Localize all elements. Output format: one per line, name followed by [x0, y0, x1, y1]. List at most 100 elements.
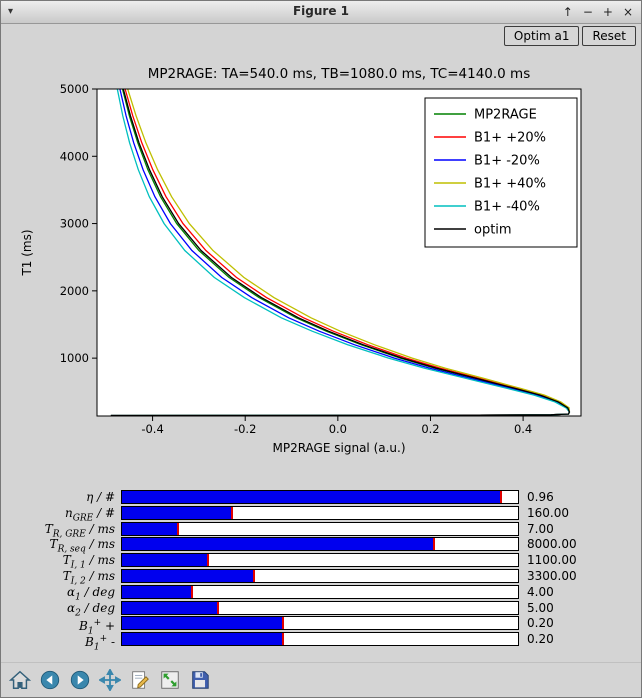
slider-label-tr-seq: TR, seq / ms: [49, 537, 115, 555]
y-tick-label: 3000: [60, 217, 89, 231]
legend: MP2RAGE B1+ +20% B1+ -20% B1+ +40% B1+ -40% o…: [424, 97, 578, 248]
figure-canvas[interactable]: -0.4 -0.2 0.0 0.2 0.4 1000 2000 3000 4000 5000 MP2…: [1, 47, 642, 467]
slider-fill: [122, 585, 194, 598]
slider-track-alpha-2[interactable]: [121, 600, 519, 615]
x-tick-label: 0.2: [421, 422, 439, 436]
home-button[interactable]: [7, 667, 33, 693]
window-title: Figure 1: [292, 4, 350, 18]
subplots-button[interactable]: [157, 667, 183, 693]
minimize-icon[interactable]: −: [582, 5, 593, 19]
slider-value-ti-2: 3300.00: [527, 568, 577, 583]
y-tick-label: 1000: [60, 351, 89, 365]
back-icon: [40, 670, 60, 690]
slider-row-eta: η / # 0.96: [1, 490, 641, 504]
slider-value-eta: 0.96: [527, 490, 554, 504]
slider-track-n-gre[interactable]: [121, 505, 519, 520]
slider-value-tr-gre: 7.00: [527, 521, 554, 536]
slider-fill: [122, 617, 285, 630]
titlebar[interactable]: ▾ Figure 1 ↑ − + ×: [1, 1, 641, 24]
slider-value-b1-minus: 0.20: [527, 632, 554, 647]
slider-row-tr-seq: TR, seq / ms 8000.00: [1, 537, 641, 555]
top-button-row: Optim a1 Reset: [503, 26, 636, 46]
slider-label-b1-minus: B1+ -: [85, 634, 115, 653]
slider-label-alpha-1: α1 / deg: [67, 584, 115, 603]
subplots-icon: [161, 671, 179, 689]
slider-initial-marker: [230, 506, 233, 519]
slider-track-ti-2[interactable]: [121, 568, 519, 583]
slider-label-eta: η / #: [86, 490, 115, 504]
slider-initial-marker: [177, 522, 180, 535]
legend-entry-label: optim: [474, 223, 512, 238]
slider-label-ti-1: TI, 1 / ms: [62, 553, 115, 571]
slider-row-alpha-1: α1 / deg 4.00: [1, 584, 641, 602]
slider-initial-marker: [282, 617, 285, 630]
save-button[interactable]: [187, 667, 213, 693]
x-tick-label: 0.0: [329, 422, 347, 436]
slider-initial-marker: [282, 633, 285, 646]
back-button[interactable]: [37, 667, 63, 693]
x-tick-label: 0.4: [514, 422, 532, 436]
slider-row-tr-gre: TR, GRE / ms 7.00: [1, 521, 641, 539]
y-tick-label: 2000: [60, 284, 89, 298]
slider-track-eta[interactable]: [121, 490, 519, 504]
pan-icon: [99, 669, 121, 691]
forward-icon: [70, 670, 90, 690]
slider-value-alpha-1: 4.00: [527, 584, 554, 599]
slider-initial-marker: [432, 538, 435, 551]
slider-initial-marker: [191, 585, 194, 598]
forward-button[interactable]: [67, 667, 93, 693]
window-menu-icon[interactable]: ▾: [8, 6, 14, 17]
axes-frame: [96, 88, 582, 417]
legend-entry-label: B1+ +40%: [474, 177, 546, 192]
home-icon: [9, 670, 31, 689]
slider-label-tr-gre: TR, GRE / ms: [44, 521, 115, 539]
x-tick-label: -0.4: [141, 422, 163, 436]
keep-above-icon[interactable]: ↑: [562, 5, 573, 19]
parameter-sliders: η / #0.96 nGRE / #160.00 TR, GRE / ms 7.00 T…: [1, 490, 641, 653]
legend-entry-label: B1+ -40%: [474, 200, 540, 215]
legend-box: [424, 97, 578, 248]
slider-label-alpha-2: α2 / deg: [67, 600, 115, 618]
slider-row-b1-minus: B1+ - 0.20: [1, 632, 641, 653]
x-axis-label: MP2RAGE signal (a.u.): [272, 441, 405, 455]
plot-title: MP2RAGE: TA=540.0 ms, TB=1080.0 ms, TC=4…: [148, 66, 531, 82]
slider-label-ti-2: TI, 2 / ms: [62, 568, 115, 587]
slider-value-n-gre: 160.00: [527, 505, 569, 520]
legend-entry-label: B1+ +20%: [474, 131, 546, 146]
edit-icon: [132, 671, 149, 689]
save-icon: [192, 671, 209, 689]
y-tick-label: 4000: [60, 149, 89, 163]
slider-row-ti-2: TI, 2 / ms 3300.00: [1, 568, 641, 586]
reset-button[interactable]: Reset: [582, 26, 636, 46]
edit-button[interactable]: [127, 667, 153, 693]
slider-fill: [122, 601, 220, 614]
optim-a1-button[interactable]: Optim a1: [503, 26, 580, 46]
slider-row-b1-plus: B1+ + 0.20: [1, 616, 641, 637]
slider-track-alpha-1[interactable]: [121, 584, 519, 599]
legend-entry-label: MP2RAGE: [474, 108, 537, 123]
slider-fill: [122, 491, 503, 503]
curve-optim: [110, 89, 571, 416]
slider-value-alpha-2: 5.00: [527, 600, 554, 615]
slider-fill: [122, 522, 180, 535]
pan-button[interactable]: [97, 667, 123, 693]
slider-label-n-gre: nGRE / #: [64, 505, 115, 524]
slider-initial-marker: [207, 554, 210, 567]
slider-track-tr-gre[interactable]: [121, 521, 519, 536]
slider-fill: [122, 538, 435, 551]
slider-value-b1-plus: 0.20: [527, 616, 554, 631]
slider-fill: [122, 506, 233, 519]
slider-track-b1-plus[interactable]: [121, 616, 519, 631]
x-tick-label: -0.2: [234, 422, 256, 436]
maximize-icon[interactable]: +: [602, 5, 613, 19]
slider-track-ti-1[interactable]: [121, 553, 519, 568]
slider-row-ti-1: TI, 1 / ms 1100.00: [1, 553, 641, 571]
legend-entry-label: B1+ -20%: [474, 154, 540, 169]
close-icon[interactable]: ×: [622, 5, 633, 19]
slider-track-tr-seq[interactable]: [121, 537, 519, 552]
slider-track-b1-minus[interactable]: [121, 632, 519, 647]
slider-value-ti-1: 1100.00: [527, 553, 577, 568]
window-controls: ↑ − + ×: [563, 4, 633, 20]
slider-value-tr-seq: 8000.00: [527, 537, 577, 552]
slider-initial-marker: [500, 491, 503, 503]
